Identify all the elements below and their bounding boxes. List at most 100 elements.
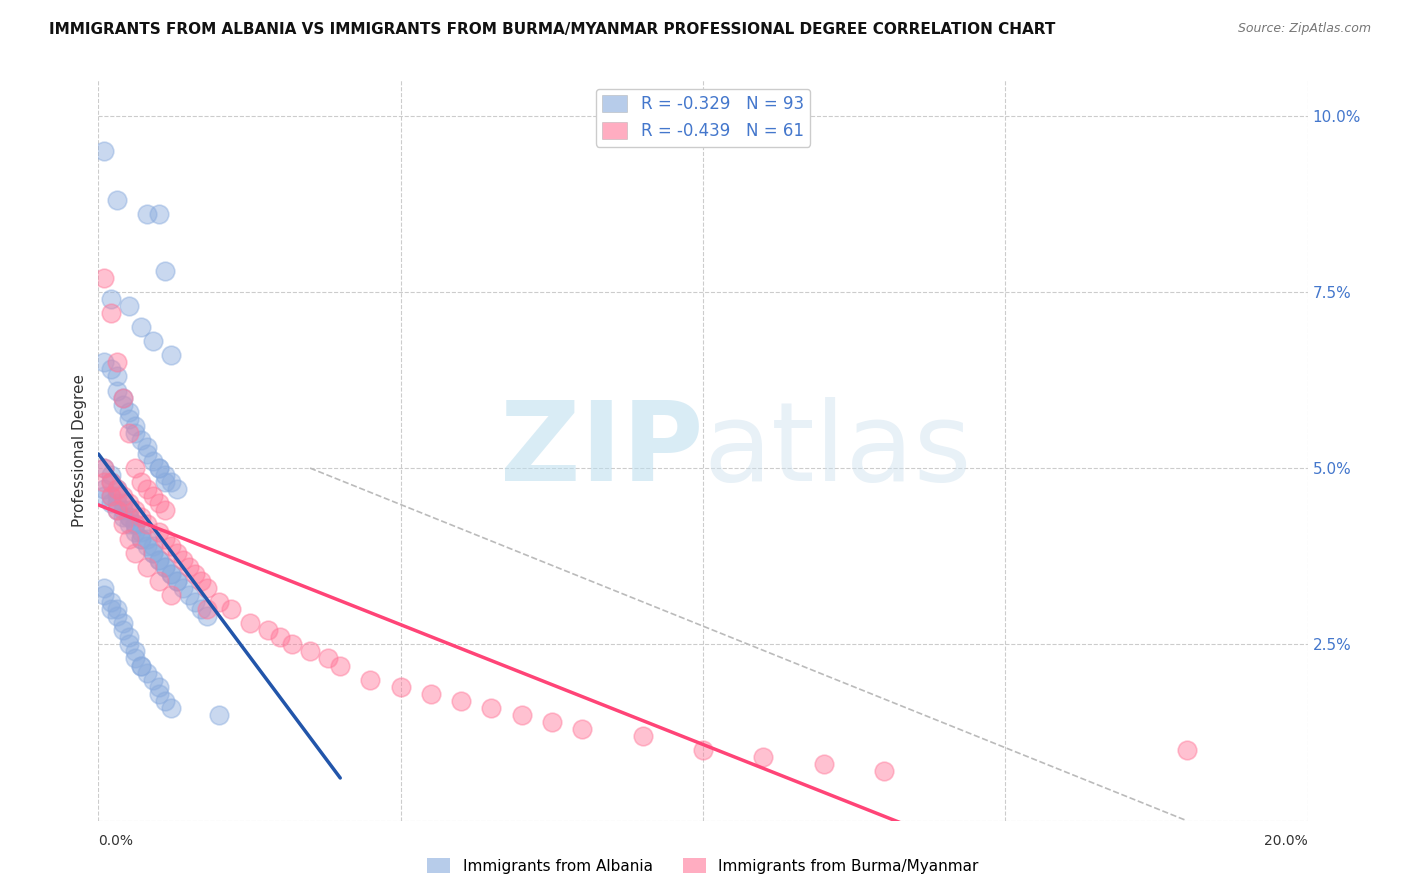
Point bbox=[172, 581, 194, 595]
Text: 0.0%: 0.0% bbox=[98, 834, 134, 848]
Point bbox=[142, 546, 165, 560]
Point bbox=[105, 496, 128, 510]
Point bbox=[450, 694, 472, 708]
Point bbox=[142, 546, 165, 560]
Text: atlas: atlas bbox=[703, 397, 972, 504]
Point bbox=[111, 517, 134, 532]
Point bbox=[105, 503, 128, 517]
Point bbox=[118, 630, 141, 644]
Point bbox=[93, 581, 115, 595]
Point bbox=[124, 425, 146, 440]
Point bbox=[148, 207, 170, 221]
Point bbox=[142, 489, 165, 503]
Point bbox=[111, 510, 134, 524]
Point bbox=[118, 496, 141, 510]
Point bbox=[316, 651, 339, 665]
Text: 20.0%: 20.0% bbox=[1264, 834, 1308, 848]
Point bbox=[105, 384, 128, 398]
Point bbox=[100, 475, 122, 490]
Point bbox=[135, 482, 157, 496]
Point bbox=[105, 482, 128, 496]
Point bbox=[129, 475, 152, 490]
Point bbox=[148, 524, 170, 539]
Point bbox=[135, 517, 157, 532]
Point bbox=[184, 595, 207, 609]
Point bbox=[153, 468, 176, 483]
Point bbox=[153, 532, 176, 546]
Point bbox=[281, 637, 304, 651]
Point bbox=[160, 588, 183, 602]
Point bbox=[118, 299, 141, 313]
Point bbox=[124, 524, 146, 539]
Point bbox=[148, 553, 170, 567]
Point bbox=[873, 764, 896, 779]
Point bbox=[135, 447, 157, 461]
Legend: R = -0.329   N = 93, R = -0.439   N = 61: R = -0.329 N = 93, R = -0.439 N = 61 bbox=[596, 88, 810, 146]
Point bbox=[160, 566, 183, 581]
Point bbox=[118, 510, 141, 524]
Point bbox=[160, 348, 183, 362]
Point bbox=[239, 616, 262, 631]
Point bbox=[111, 503, 134, 517]
Point bbox=[111, 496, 134, 510]
Point bbox=[111, 489, 134, 503]
Point bbox=[105, 609, 128, 624]
Point bbox=[510, 707, 533, 722]
Point bbox=[124, 517, 146, 532]
Point bbox=[190, 574, 212, 588]
Point bbox=[631, 729, 654, 743]
Point bbox=[148, 680, 170, 694]
Point bbox=[124, 644, 146, 658]
Point bbox=[752, 750, 775, 764]
Point bbox=[420, 687, 443, 701]
Point bbox=[172, 553, 194, 567]
Point bbox=[118, 517, 141, 532]
Point bbox=[540, 714, 562, 729]
Point bbox=[142, 539, 165, 553]
Text: Source: ZipAtlas.com: Source: ZipAtlas.com bbox=[1237, 22, 1371, 36]
Point bbox=[100, 489, 122, 503]
Point bbox=[153, 263, 176, 277]
Point bbox=[129, 510, 152, 524]
Point bbox=[135, 559, 157, 574]
Point bbox=[93, 355, 115, 369]
Point bbox=[118, 411, 141, 425]
Point bbox=[179, 588, 201, 602]
Point bbox=[111, 391, 134, 405]
Point bbox=[329, 658, 352, 673]
Point bbox=[135, 440, 157, 454]
Point bbox=[118, 510, 141, 524]
Point bbox=[105, 369, 128, 384]
Point bbox=[195, 609, 218, 624]
Point bbox=[184, 566, 207, 581]
Point bbox=[124, 461, 146, 475]
Point bbox=[129, 320, 152, 334]
Point bbox=[100, 292, 122, 306]
Point bbox=[269, 630, 291, 644]
Point bbox=[190, 602, 212, 616]
Point bbox=[129, 658, 152, 673]
Text: IMMIGRANTS FROM ALBANIA VS IMMIGRANTS FROM BURMA/MYANMAR PROFESSIONAL DEGREE COR: IMMIGRANTS FROM ALBANIA VS IMMIGRANTS FR… bbox=[49, 22, 1056, 37]
Point bbox=[135, 207, 157, 221]
Point bbox=[118, 532, 141, 546]
Point bbox=[105, 602, 128, 616]
Text: ZIP: ZIP bbox=[499, 397, 703, 504]
Point bbox=[148, 461, 170, 475]
Point bbox=[129, 524, 152, 539]
Point bbox=[100, 602, 122, 616]
Point bbox=[93, 588, 115, 602]
Point bbox=[160, 566, 183, 581]
Point bbox=[166, 482, 188, 496]
Point bbox=[111, 624, 134, 638]
Point bbox=[221, 602, 243, 616]
Point bbox=[105, 503, 128, 517]
Point bbox=[93, 144, 115, 158]
Point bbox=[153, 694, 176, 708]
Point bbox=[118, 405, 141, 419]
Point bbox=[1175, 743, 1198, 757]
Point bbox=[389, 680, 412, 694]
Point bbox=[160, 701, 183, 715]
Y-axis label: Professional Degree: Professional Degree bbox=[72, 374, 87, 527]
Point bbox=[111, 398, 134, 412]
Point bbox=[93, 475, 115, 490]
